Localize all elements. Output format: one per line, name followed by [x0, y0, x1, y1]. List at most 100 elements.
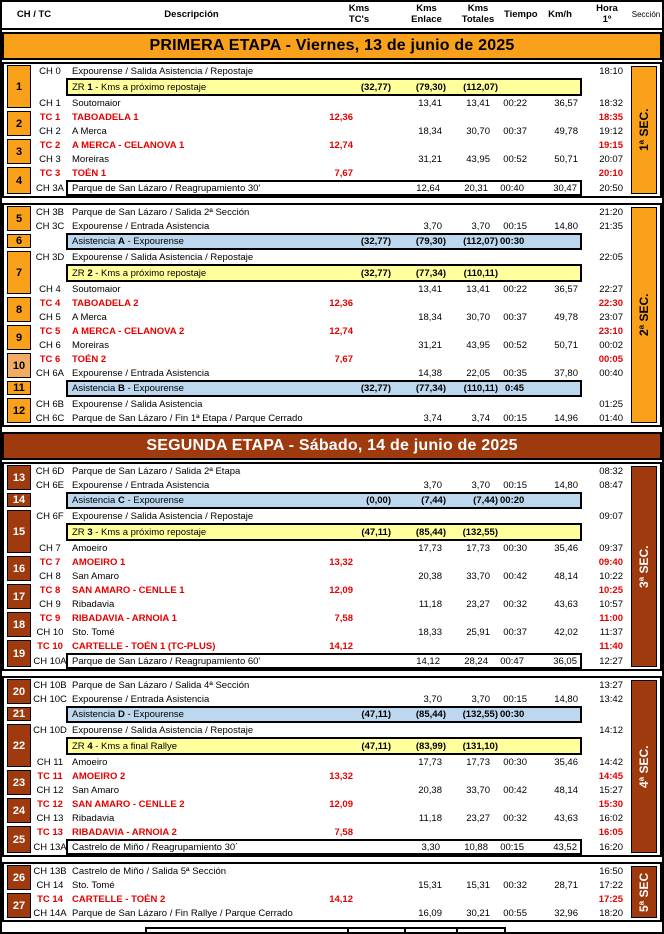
kms-totales-value: 33,70	[466, 570, 490, 582]
tiempo-value: 00:30	[500, 236, 525, 247]
group-number: 13	[7, 465, 31, 490]
hora-value: 23:10	[598, 325, 623, 337]
service-row: Asistencia C - Expourense (0,00) (7,44) (7,…	[4, 492, 660, 509]
kms-tcs-value: (32,77)	[360, 236, 391, 247]
tiempo-value: 00:32	[503, 812, 527, 824]
hora-value: 11:00	[599, 612, 623, 624]
description: RIBADAVIA - ARNOIA 2	[72, 826, 177, 838]
ch-code: CH 14	[36, 879, 64, 891]
regroup-row: CH 13A Castrelo de Miño / Reagrupamiento …	[4, 839, 660, 855]
tc-code: TC 9	[39, 612, 61, 624]
ch-code: CH 8	[39, 570, 61, 582]
kmh-value: 49,78	[554, 311, 578, 323]
ch-code: CH 0	[39, 65, 61, 77]
kmh-value: 28,71	[554, 879, 578, 891]
ch-code: CH 6F	[36, 510, 64, 522]
kms-enlace-value: 15,31	[418, 879, 442, 891]
kms-enlace-value: 18,33	[418, 626, 442, 638]
ch-code: CH 13	[36, 812, 64, 824]
tiempo-value: 00:55	[503, 907, 527, 919]
tiempo-value: 00:42	[503, 784, 527, 796]
kms-totales-value: 3,70	[471, 479, 491, 491]
hora-value: 21:20	[599, 206, 623, 218]
hora-value: 13:27	[599, 679, 623, 691]
kms-totales-value: 23,27	[466, 812, 490, 824]
tiempo-value: 00:22	[503, 283, 527, 295]
header-kms-tcs-line2: TC's	[348, 14, 370, 25]
kms-enlace-value: (83,99)	[415, 740, 446, 752]
kms-totales-value: 28,24	[464, 655, 488, 667]
kms-enlace-value: 3,74	[423, 412, 443, 424]
description: Expourense / Entrada Asistencia	[72, 479, 210, 491]
hora-value: 13:42	[599, 693, 623, 705]
kmh-value: 49,78	[554, 125, 578, 137]
ch-code: CH 11	[36, 756, 64, 768]
ch-code: CH 10	[36, 626, 64, 638]
hora-value: 18:32	[599, 97, 623, 109]
kms-totales-value: 43,95	[466, 153, 490, 165]
description: Ribadavia	[72, 812, 115, 824]
kms-tcs-value: (47,11)	[361, 526, 391, 538]
kms-totales-value: 25,91	[466, 626, 490, 638]
group-number: 25	[7, 826, 31, 853]
description: Expourense / Salida Asistencia / Reposta…	[72, 65, 254, 77]
totals-label: TOTALES RALLYE	[147, 929, 347, 932]
description: TOÉN 2	[72, 353, 107, 365]
hora-value: 18:20	[599, 907, 623, 919]
tc-code: TC 8	[39, 584, 61, 596]
kms-totales-value: 15,31	[466, 879, 490, 891]
group-number: 7	[7, 251, 31, 294]
control-row: CH 4 Soutomaior 13,41 13,41 00:22 36,57 22:27	[4, 282, 660, 296]
header-kms-tcs-line1: Kms	[348, 3, 370, 15]
description: TABOADELA 1	[72, 111, 139, 123]
hora-value: 09:40	[598, 556, 623, 568]
refuel-zone-box: ZR 2 - Kms a próximo repostaje (32,77) (77…	[66, 264, 582, 282]
control-row: CH 13 Ribadavia 11,18 23,27 00:32 43,63 16:02	[4, 811, 660, 825]
hora-value: 17:25	[598, 893, 623, 905]
refuel-zone-box: ZR 1 - Kms a próximo repostaje (32,77) (79…	[66, 78, 582, 96]
description: ZR 2 - Kms a próximo repostaje	[72, 267, 207, 279]
description: A Merca	[72, 125, 107, 137]
kmh-value: 14,80	[554, 220, 578, 232]
header-kms-totales-line2: Totales	[461, 14, 495, 25]
kms-tcs-value: 12,36	[329, 297, 353, 309]
kms-totales-value: 30,70	[466, 125, 490, 137]
kms-tcs-value: 7,67	[334, 167, 354, 179]
hora-value: 17:22	[599, 879, 623, 891]
totals-kms-enlace: 333,51	[404, 929, 456, 932]
totals-kms-tcs: 159,76	[347, 929, 404, 932]
tiempo-value: 00:52	[503, 339, 527, 351]
ch-code: CH 10B	[33, 679, 67, 691]
group-number: 6	[7, 234, 31, 248]
kmh-value: 50,71	[554, 153, 578, 165]
control-row: CH 10B Parque de San Lázaro / Salida 4ª S…	[4, 678, 660, 692]
kms-enlace-value: 3,70	[423, 693, 443, 705]
kms-totales-value: 17,73	[466, 542, 490, 554]
hora-value: 16:05	[598, 826, 623, 838]
description: Moreiras	[72, 339, 109, 351]
hora-value: 08:32	[599, 465, 623, 477]
hora-value: 22:30	[598, 297, 623, 309]
tc-code: TC 5	[39, 325, 61, 337]
service-row: Asistencia D - Expourense (47,11) (85,44) (…	[4, 706, 660, 723]
description: A Merca	[72, 311, 107, 323]
kms-totales-value: (131,10)	[462, 740, 498, 752]
hora-value: 22:27	[599, 283, 623, 295]
description: Amoeiro	[72, 756, 108, 768]
description: AMOEIRO 1	[72, 556, 126, 568]
kms-enlace-value: 11,18	[418, 598, 442, 610]
control-row: CH 6D Parque de San Lázaro / Salida 2ª Et…	[4, 464, 660, 478]
kms-totales-value: 30,70	[466, 311, 490, 323]
group-number: 5	[7, 206, 31, 231]
ch-code: CH 4	[39, 283, 61, 295]
ch-code: CH 10C	[33, 693, 67, 705]
group-number: 3	[7, 139, 31, 164]
tiempo-value: 00:20	[500, 495, 525, 506]
kms-enlace-value: 3,30	[421, 841, 441, 853]
kms-totales-value: 13,41	[466, 97, 490, 109]
ch-code: CH 10D	[33, 724, 67, 736]
kmh-value: 43,63	[554, 598, 578, 610]
ch-code: CH 6D	[35, 465, 65, 477]
kms-totales-value: 33,70	[466, 784, 490, 796]
section-label: 2ª SEC.	[631, 207, 657, 423]
